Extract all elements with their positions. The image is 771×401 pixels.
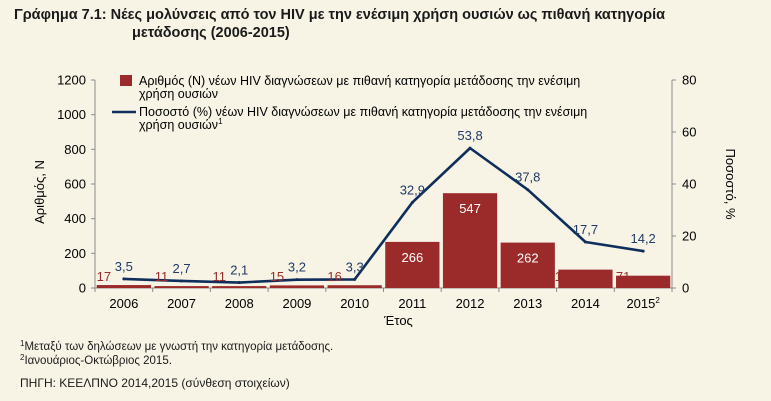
line-point xyxy=(180,279,184,283)
line-label: 37,8 xyxy=(515,170,540,185)
x-tick-label: 2010 xyxy=(340,296,369,311)
legend-bar-label: Αριθμός (Ν) νέων HIV διαγνώσεων με πιθαν… xyxy=(139,74,580,101)
line-point xyxy=(468,146,472,150)
bar-series xyxy=(96,193,671,288)
bar-label: 11 xyxy=(213,269,227,284)
footnote-2: 2Ιανουάριος-Οκτώβριος 2015. xyxy=(20,353,172,367)
bar xyxy=(327,285,382,288)
y-tick-label-right: 60 xyxy=(682,125,696,140)
legend: Αριθμός (Ν) νέων HIV διαγνώσεων με πιθαν… xyxy=(112,74,587,132)
y-tick-label-left: 1000 xyxy=(57,107,86,122)
bar-label: 15 xyxy=(270,269,284,284)
x-tick-label: 2007 xyxy=(167,296,196,311)
chart-title: Γράφημα 7.1: Νέες μολύνσεις από τον HIV … xyxy=(14,6,754,42)
line-point xyxy=(237,281,241,285)
footnote-1: 1Μεταξύ των δηλώσεων με γνωστή την κατηγ… xyxy=(20,339,334,353)
line-label: 3,2 xyxy=(288,260,306,275)
y-tick-label-left: 1200 xyxy=(57,73,86,88)
bar-label: 266 xyxy=(401,250,423,265)
x-tick-label: 20152 xyxy=(626,296,660,311)
x-tick-label: 2006 xyxy=(109,296,138,311)
bar xyxy=(154,286,209,288)
line-label: 3,5 xyxy=(115,259,133,274)
bar-label: 71 xyxy=(616,269,630,284)
y-tick-label-right: 0 xyxy=(682,281,689,296)
line-point xyxy=(410,200,414,204)
y-tick-label-left: 200 xyxy=(64,246,86,261)
bar-label: 262 xyxy=(517,251,539,266)
chart-title-line1: Γράφημα 7.1: Νέες μολύνσεις από τον HIV … xyxy=(14,7,666,23)
line-label: 14,2 xyxy=(630,231,655,246)
source-note: ΠΗΓΗ: ΚΕΕΛΠΝΟ 2014,2015 (σύνθεση στοιχεί… xyxy=(20,376,290,390)
x-tick-label: 2014 xyxy=(571,296,600,311)
bar xyxy=(442,193,498,288)
line-label: 53,8 xyxy=(457,128,482,143)
y-tick-label-left: 600 xyxy=(64,177,86,192)
x-tick-label: 2009 xyxy=(282,296,311,311)
chart: 0 200 400 600 800 1000 1200 0 20 40 60 80 2006 2007 20… xyxy=(32,73,738,329)
line-label: 3,3 xyxy=(346,259,364,274)
chart-title-line2: μετάδοσης (2006-2015) xyxy=(132,25,290,41)
bar xyxy=(616,275,671,288)
x-axis-title: Έτος xyxy=(383,313,413,328)
line-label: 17,7 xyxy=(573,222,598,237)
line-label: 32,9 xyxy=(400,182,425,197)
line-point xyxy=(526,188,530,192)
bar-label: 547 xyxy=(459,201,481,216)
bar xyxy=(500,242,555,288)
bar xyxy=(96,285,151,288)
bar xyxy=(385,241,440,288)
bar-label: 11 xyxy=(155,269,169,284)
line-label: 2,7 xyxy=(173,261,191,276)
y-tick-label-left: 0 xyxy=(79,281,86,296)
bar-label: 16 xyxy=(327,269,341,284)
y-tick-label-right: 40 xyxy=(682,177,696,192)
line-point xyxy=(295,278,299,282)
legend-line-label: Ποσοστό (%) νέων HIV διαγνώσεων με πιθαν… xyxy=(139,105,587,132)
y-tick-label-left: 400 xyxy=(64,211,86,226)
line-point xyxy=(641,249,645,253)
data-labels: 17 11 11 15 16 266 547 262 106 71 3,5 2,7 2,1 3,2 3,3 3… xyxy=(97,128,656,284)
x-tick-label: 2013 xyxy=(513,296,542,311)
y-axis-title-left: Αριθμός, Ν xyxy=(32,160,47,224)
line-point xyxy=(583,240,587,244)
line-label: 2,1 xyxy=(230,263,248,278)
line-point xyxy=(353,277,357,281)
y-axis-title-right: Ποσοστό, % xyxy=(723,148,738,219)
y-tick-label-right: 80 xyxy=(682,73,696,88)
bar-label: 106 xyxy=(555,269,577,284)
bar xyxy=(212,286,267,288)
x-tick-label: 2011 xyxy=(398,296,426,311)
y-tick-label-right: 20 xyxy=(682,229,696,244)
y-tick-label-left: 800 xyxy=(64,142,86,157)
bar xyxy=(558,269,613,288)
x-tick-label: 2008 xyxy=(225,296,254,311)
legend-bar-swatch xyxy=(120,75,132,86)
x-tick-label: 2012 xyxy=(456,296,485,311)
bar-label: 17 xyxy=(97,269,111,284)
line-point xyxy=(122,277,126,281)
series-line xyxy=(123,146,644,284)
bar xyxy=(269,285,325,288)
line-series xyxy=(122,146,645,285)
